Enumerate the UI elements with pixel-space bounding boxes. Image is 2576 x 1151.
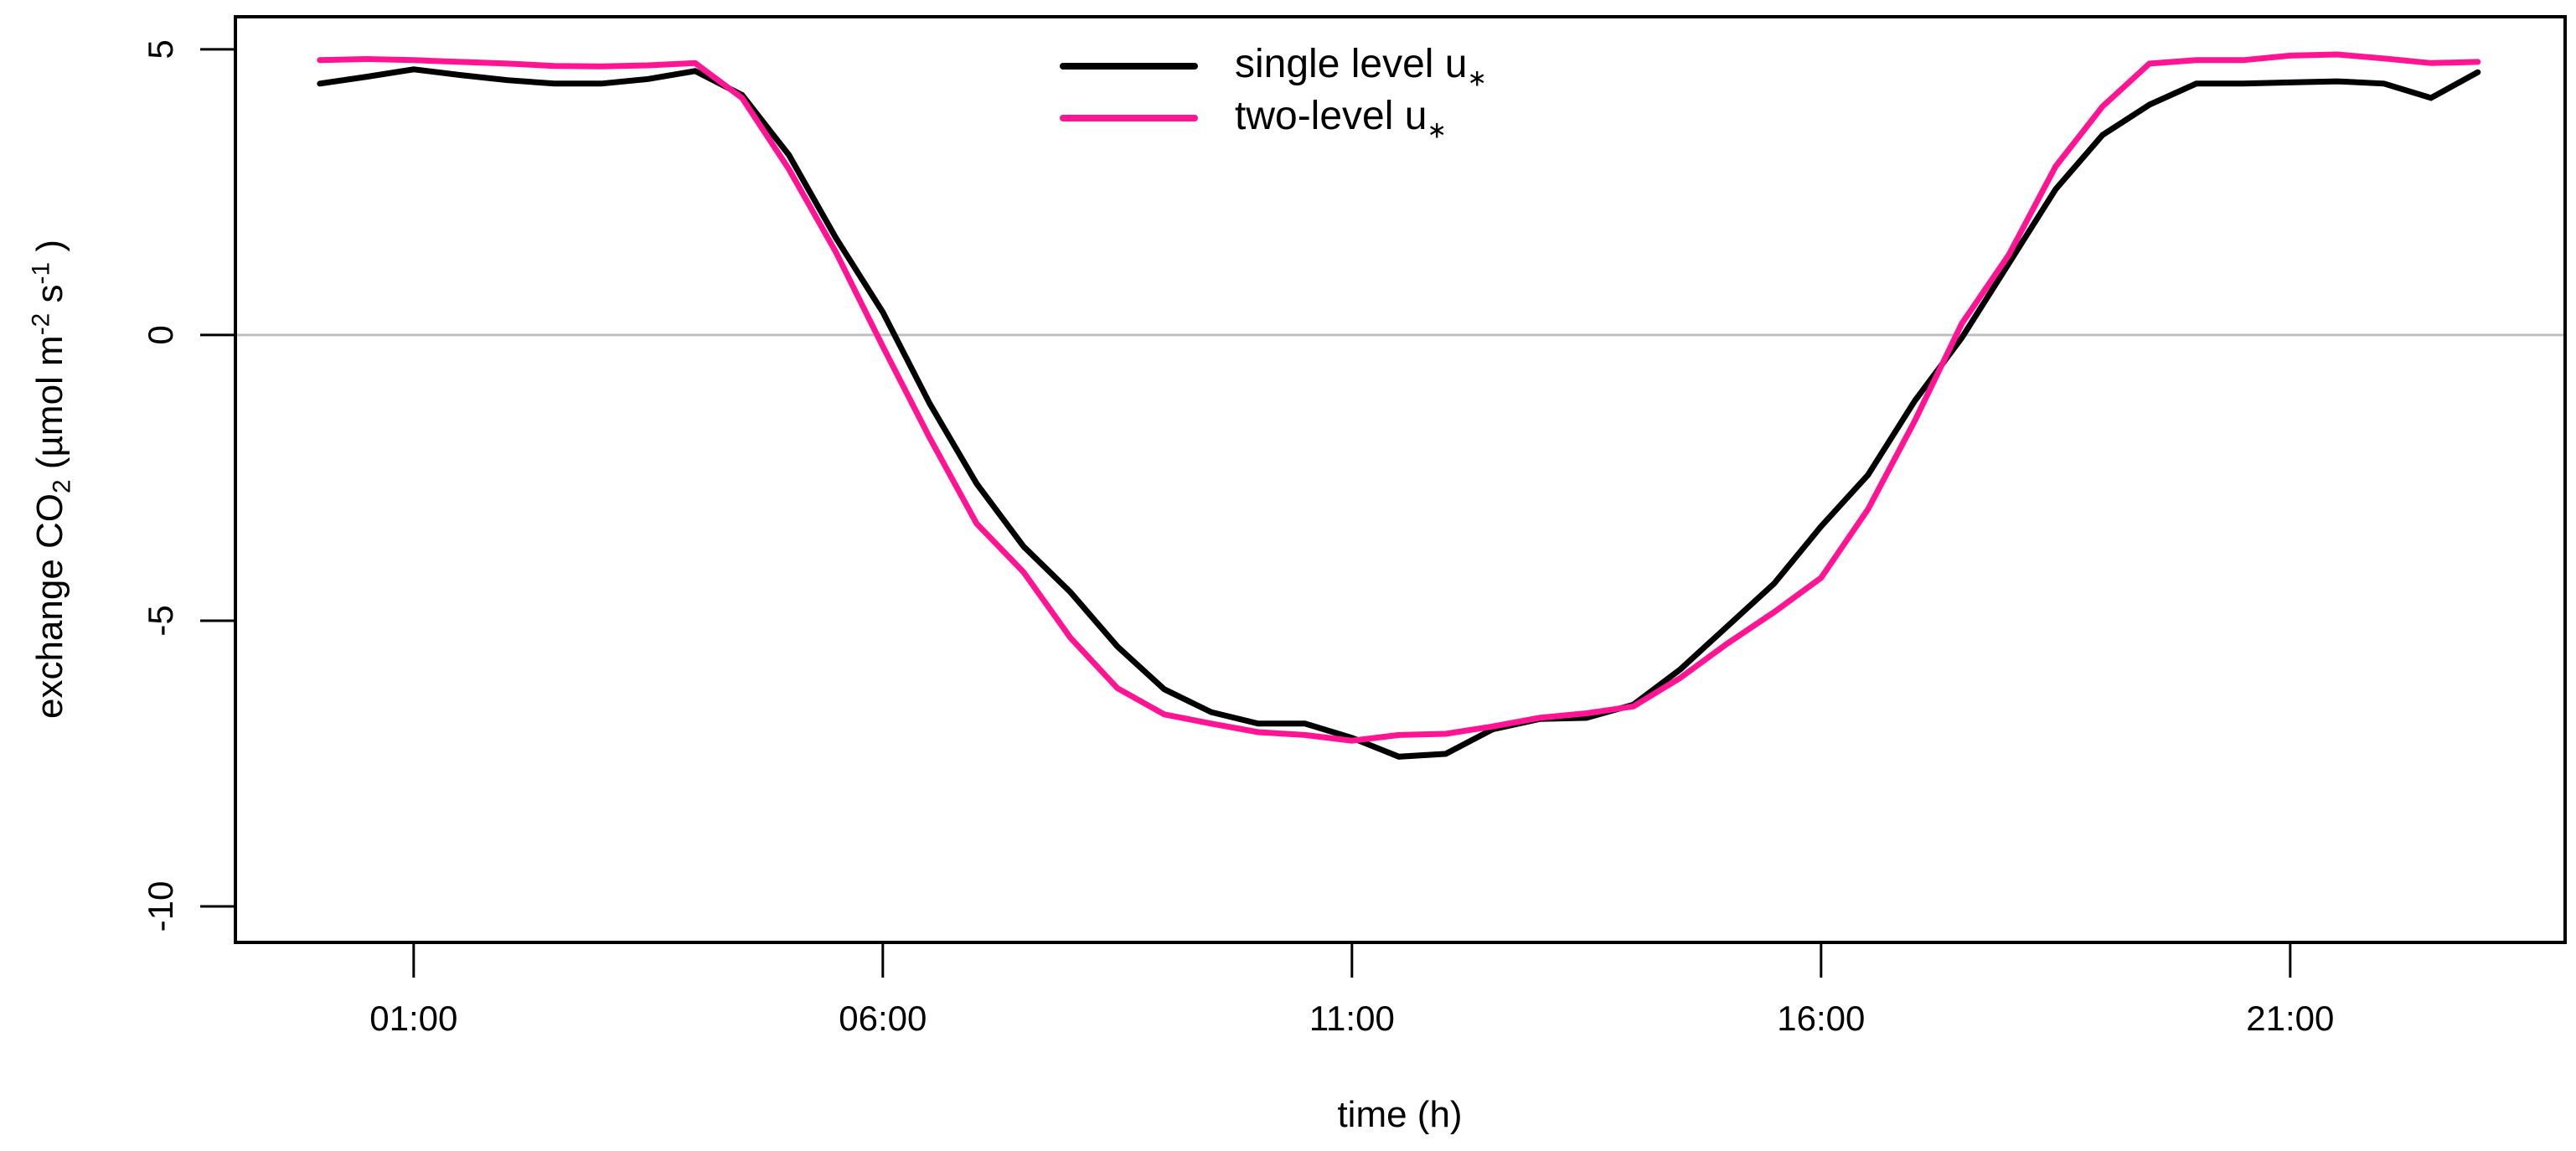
x-tick-label: 16:00 [1777, 999, 1865, 1038]
x-tick-label: 21:00 [2246, 999, 2334, 1038]
legend-label-two-level: two-level u∗ [1235, 93, 1447, 143]
x-tick-label: 06:00 [839, 999, 927, 1038]
y-title-superscript: -2 [27, 312, 55, 336]
y-tick-label: 0 [141, 325, 180, 344]
legend-item-single-level: single level u∗ [1060, 40, 1487, 92]
line-single-level-ustar [317, 66, 2481, 760]
y-title-superscript: -1 [27, 261, 55, 285]
y-tick-label: 5 [141, 39, 180, 59]
ustar-subscript: ∗ [1427, 116, 1447, 143]
x-tick-label: 01:00 [369, 999, 457, 1038]
y-title-part: exchange CO [28, 493, 70, 720]
legend-swatch-single-level [1060, 63, 1198, 70]
y-axis-title: exchange CO2 (µmol m-2 s-1 ) [27, 240, 76, 719]
y-title-subscript: 2 [48, 479, 76, 493]
legend: single level u∗ two-level u∗ [1060, 40, 1487, 144]
ustar-subscript: ∗ [1467, 65, 1487, 91]
x-axis-title: time (h) [1337, 1094, 1462, 1135]
y-title-part: (µmol m [28, 335, 70, 480]
legend-label-single-level: single level u∗ [1235, 41, 1487, 91]
y-title-part: s [28, 284, 70, 313]
x-tick-label: 11:00 [1309, 999, 1395, 1038]
line-two-level-ustar [317, 51, 2481, 744]
y-tick-label: -10 [141, 881, 180, 932]
legend-swatch-two-level [1060, 115, 1198, 121]
x-axis-ticks: 01:00 06:00 11:00 16:00 21:00 [369, 942, 2334, 1038]
y-title-part: ) [28, 239, 70, 262]
y-axis-ticks: 5 0 -5 -10 [141, 39, 235, 932]
series-lines [317, 51, 2481, 760]
legend-item-two-level: two-level u∗ [1060, 92, 1487, 144]
plot-box-border [234, 15, 2567, 944]
y-tick-label: -5 [141, 605, 180, 636]
